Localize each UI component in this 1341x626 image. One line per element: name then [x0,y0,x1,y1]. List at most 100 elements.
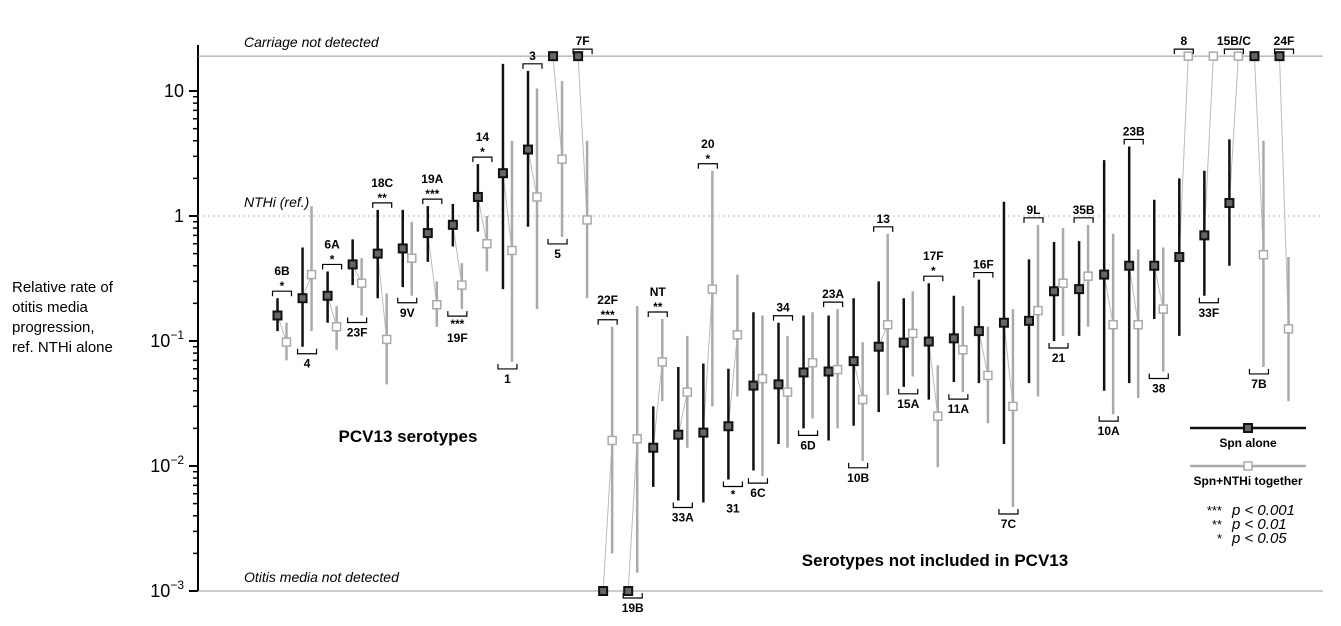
point-spn-nthi [1258,249,1269,260]
reference-lines: Carriage not detected NTHi (ref.) Otitis m… [198,34,1323,592]
reference-line-label: Otitis media not detected [244,569,400,585]
significance-stars: ** [378,191,388,205]
point-spn-nthi [331,322,342,332]
key-stars: *** [1207,503,1222,518]
bracket [422,198,443,205]
key-p-value: p < 0.05 [1231,530,1287,547]
connector-line [377,253,388,340]
bracket [347,317,368,324]
point-spn-nthi [1083,271,1093,281]
y-tick-label-exponent: −2 [170,453,184,467]
significance-stars: *** [601,308,615,322]
legend-label-spn-nthi: Spn+NTHi together [1193,474,1302,488]
point-spn-alone [698,427,709,438]
point-spn-alone [848,356,859,367]
serotype-group: *14 [472,130,493,272]
point-spn-alone [973,326,984,337]
serotype-group: 9V [397,209,418,320]
point-spn-nthi [281,337,292,347]
y-axis-title-line: Relative rate of [12,279,114,296]
point-spn-nthi [482,238,492,249]
point-spn-alone [1174,251,1185,262]
serotype-group: 23A [822,287,844,441]
serotype-label: 7F [576,34,590,48]
point-spn-alone [422,228,433,239]
y-tick-label-exponent: −3 [170,578,184,592]
serotype-label: 19B [622,601,644,615]
serotype-group: 33F [1198,51,1220,320]
point-spn-nthi [557,154,567,164]
serotype-group: *20 [697,137,718,503]
bracket [397,297,418,304]
serotype-group: 35B [1073,203,1095,336]
point-spn-nthi [1208,51,1219,61]
connector-line [677,392,688,435]
bracket [1198,297,1219,304]
connector-line [1279,56,1289,329]
point-spn-alone [1249,51,1260,62]
point-spn-alone [623,586,634,596]
point-spn-alone [1274,51,1285,62]
legend: Spn alone Spn+NTHi together [1190,423,1306,488]
significance-stars: * [731,487,736,501]
point-spn-alone [1099,269,1110,280]
connector-line [1103,274,1114,325]
point-spn-alone [472,191,483,202]
reference-line-label: Carriage not detected [244,34,380,50]
serotype-label: 9L [1026,203,1040,217]
serotype-group: 9L [1023,203,1044,397]
serotype-group: 11A [948,295,970,416]
bracket [447,311,468,317]
connector-line [1003,322,1014,407]
point-spn-nthi [507,245,517,256]
serotype-group: 34 [772,301,794,448]
connector-line [327,295,338,327]
bracket [271,290,293,297]
y-tick-label-base: 10 [150,581,170,601]
point-spn-nthi [757,373,768,384]
serotype-label: 33A [672,510,694,524]
group-label-non-pcv13: Serotypes not included in PCV13 [802,551,1068,570]
significance-stars: ** [653,300,663,314]
bracket [1073,217,1094,223]
y-tick-label: 10 [164,81,184,101]
serotype-group: **18C [371,176,394,385]
y-axis-title-line: progression, [12,319,95,336]
serotype-label: 11A [948,402,970,416]
point-spn-nthi [381,334,392,345]
serotype-label: 6A [324,237,340,251]
point-spn-alone [673,429,684,440]
point-spn-alone [648,442,659,453]
point-spn-nthi [1158,304,1168,314]
significance-stars: * [330,252,335,266]
bracket [898,388,919,395]
point-spn-nthi [356,278,367,288]
bracket [1223,48,1244,55]
bracket [1173,48,1194,55]
point-spn-nthi [306,269,317,280]
point-spn-alone [497,168,508,179]
serotype-label: 10A [1098,424,1120,438]
point-spn-alone [948,333,959,344]
serotype-label: 33F [1199,306,1220,320]
y-tick-label-exponent: −1 [170,328,184,342]
connector-line [452,224,463,286]
connector-line [1253,56,1264,255]
point-spn-alone [748,380,759,391]
serotype-group: 38 [1148,199,1169,396]
bracket [1123,138,1144,145]
serotype-label: 7C [1001,517,1017,531]
significance-stars: * [706,152,711,166]
point-spn-nthi [908,328,918,339]
point-spn-nthi [657,357,667,367]
connector-line [552,56,563,160]
point-spn-nthi [1283,324,1294,334]
point-spn-alone [523,144,533,155]
bracket [823,301,844,308]
key-stars: ** [1212,517,1222,532]
point-spn-alone [923,336,934,347]
serotype-label: 34 [776,301,790,315]
serotype-group: 6D [797,312,819,452]
